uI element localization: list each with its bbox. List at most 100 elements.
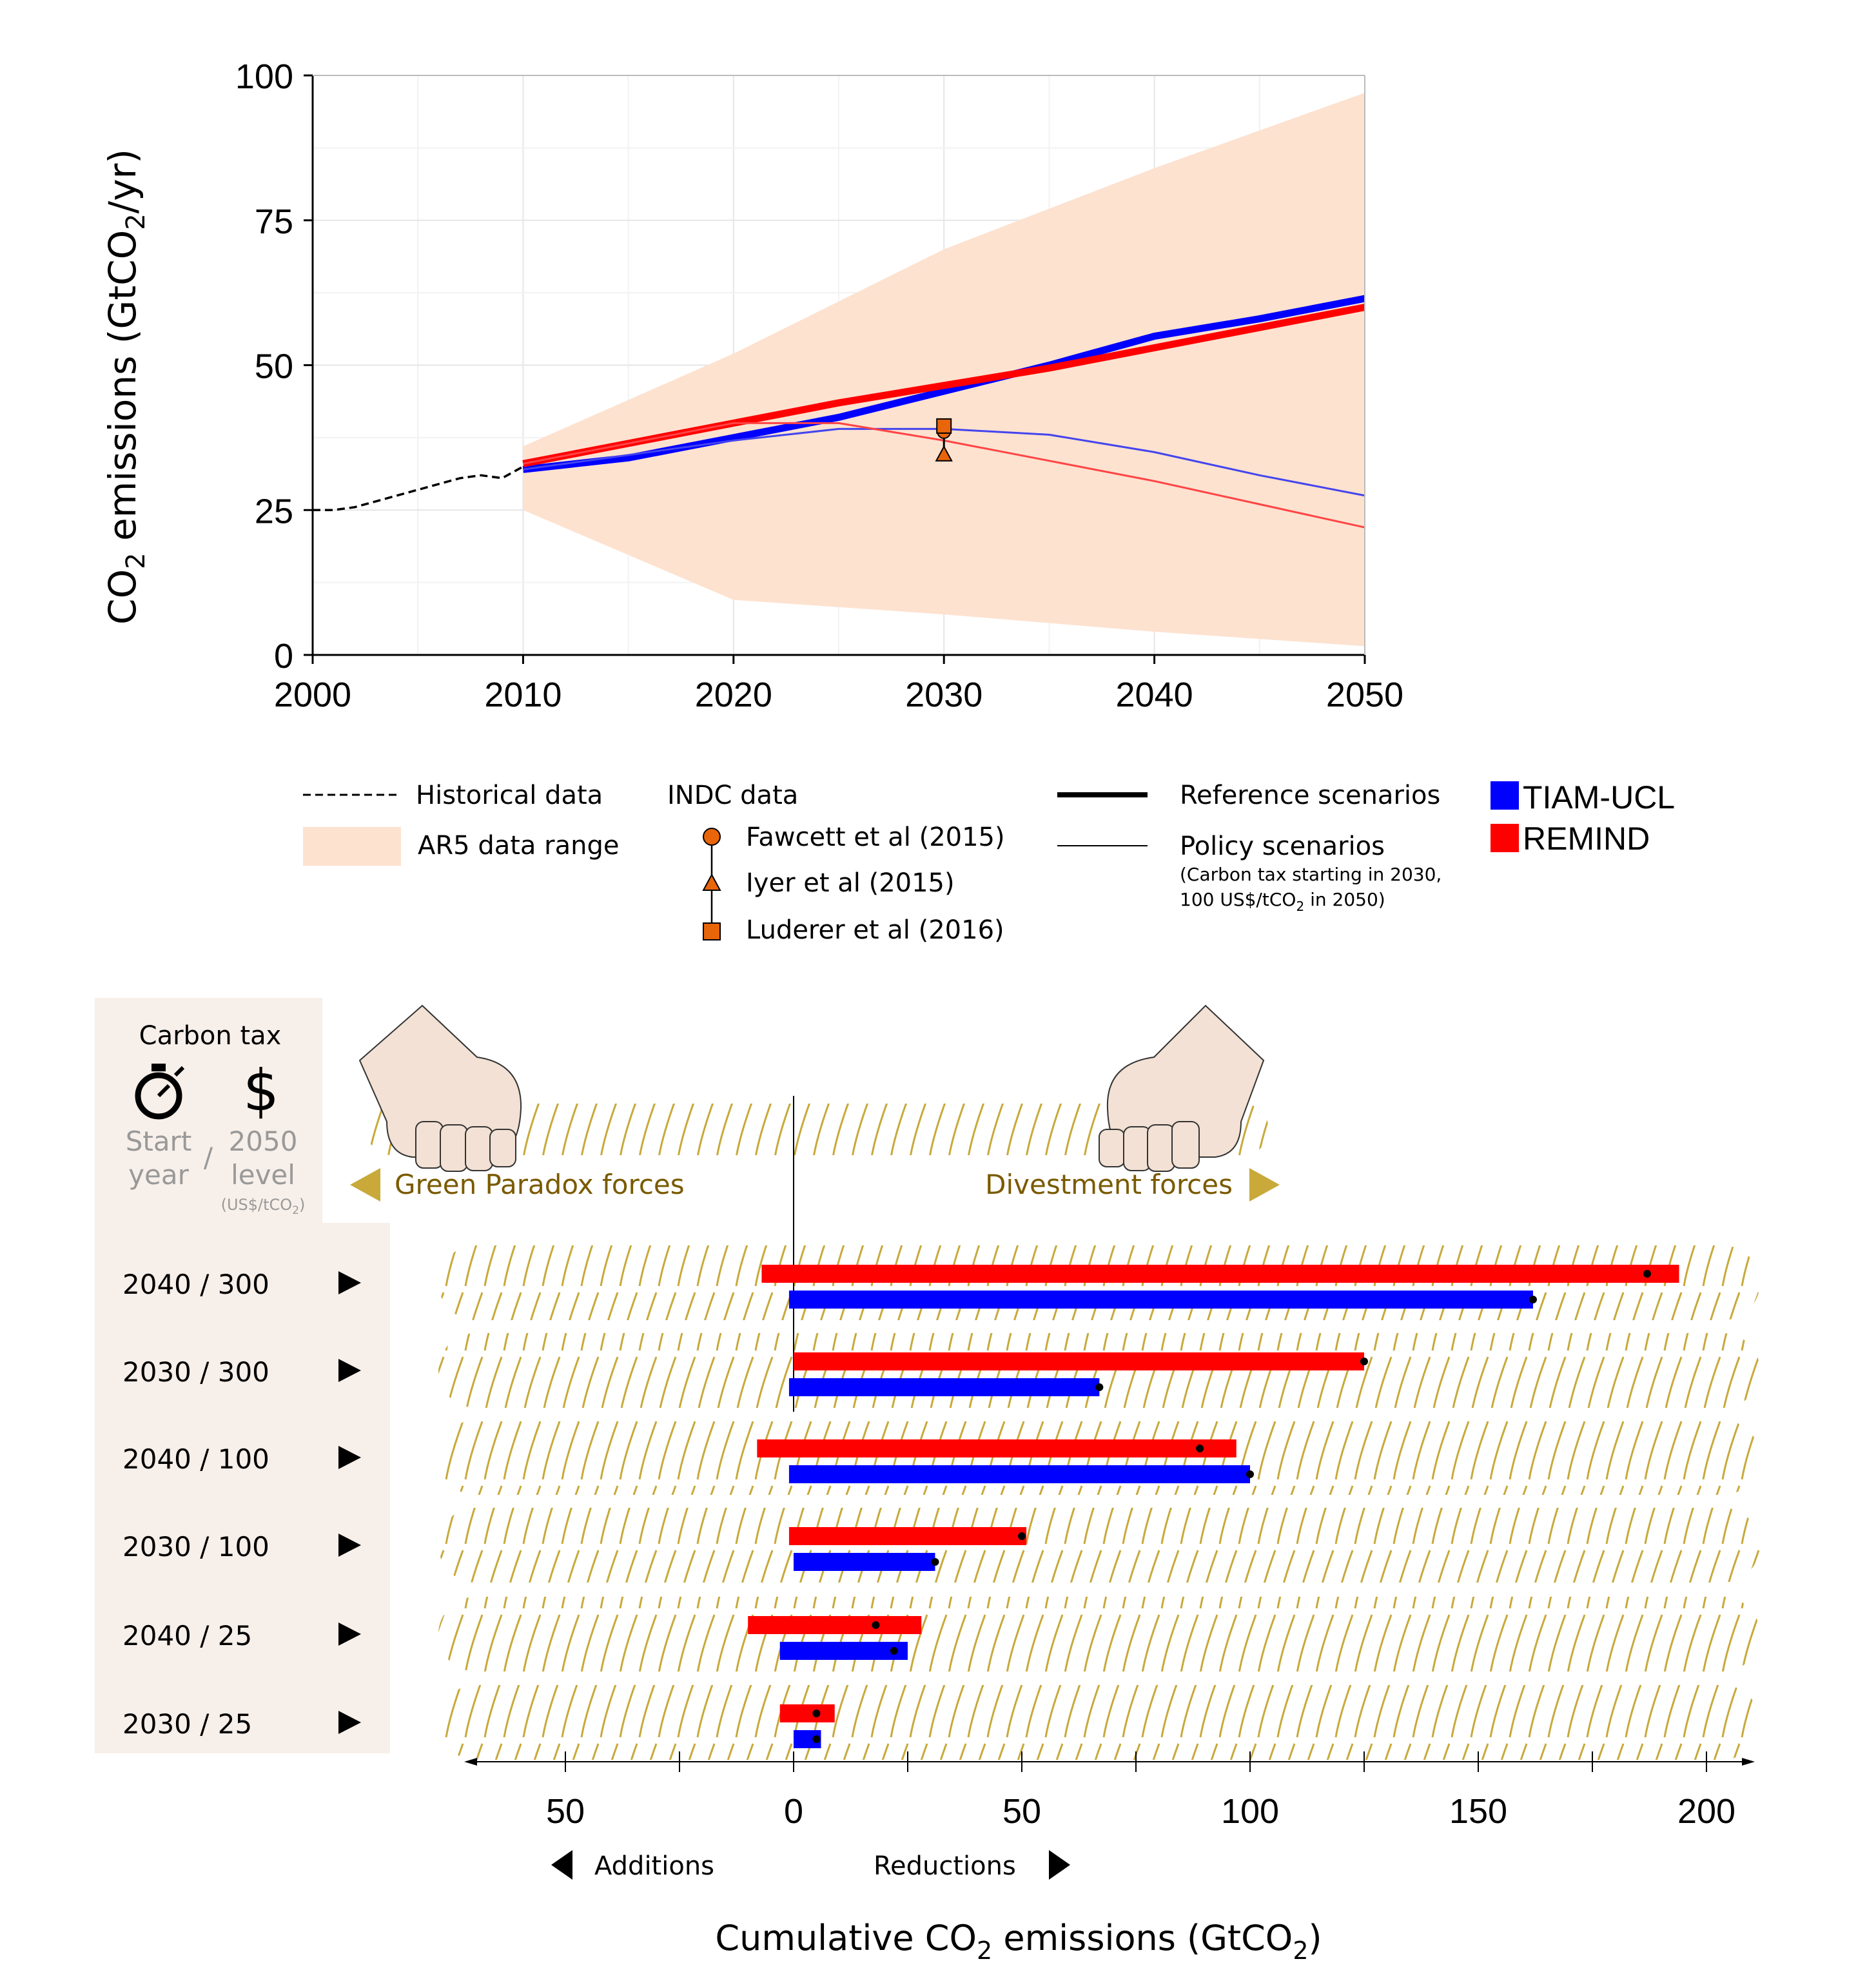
row-label: 2040 / 300 — [122, 1269, 269, 1300]
panel-background — [95, 998, 390, 1753]
y-tick-label: 25 — [255, 492, 293, 531]
bar-tick-label: 50 — [546, 1792, 585, 1831]
stopwatch-icon — [135, 1064, 185, 1120]
net-dot — [1360, 1358, 1368, 1365]
divestment-label: Divestment forces — [985, 1169, 1233, 1200]
level-label-1: 2050 — [229, 1126, 298, 1157]
legend-historical-label: Historical data — [416, 781, 603, 810]
additions-label: Additions — [594, 1851, 714, 1881]
legend-luderer-label: Luderer et al (2016) — [746, 915, 1004, 945]
slash-separator: / — [204, 1142, 213, 1173]
legend: Historical data AR5 data range INDC data… — [303, 779, 1675, 945]
row-arrow-icon — [338, 1359, 361, 1382]
top-ticks: 2000 2010 2020 2030 2040 2050 0 25 50 75 100 — [235, 57, 1403, 714]
row-rope — [438, 1508, 1760, 1583]
right-hand-icon — [1099, 1004, 1265, 1172]
bar-remind — [748, 1616, 922, 1634]
reductions-label: Reductions — [874, 1851, 1016, 1881]
net-dot — [890, 1647, 898, 1655]
bar-tick-label: 100 — [1221, 1792, 1279, 1831]
row-label: 2040 / 25 — [122, 1620, 252, 1652]
bar-remind — [788, 1527, 1027, 1545]
net-dot — [1643, 1270, 1651, 1278]
bar-tick-label: 50 — [1002, 1792, 1041, 1831]
legend-ar5-label: AR5 data range — [418, 831, 619, 861]
bottom-axis-title: Cumulative CO2 emissions (GtCO2) — [715, 1918, 1322, 1965]
row-ropes — [438, 1245, 1760, 1760]
right-force-arrow-icon — [1249, 1168, 1280, 1202]
row-arrow-icon — [338, 1446, 361, 1469]
row-arrow-icon — [338, 1271, 361, 1294]
net-dot — [931, 1558, 939, 1566]
legend-ar5-swatch — [303, 827, 401, 866]
legend-remind-label: REMIND — [1523, 821, 1650, 857]
left-force-arrow-icon — [350, 1168, 380, 1202]
y-tick-label: 50 — [255, 347, 293, 386]
net-dot — [812, 1735, 821, 1743]
reductions-arrow-icon — [1049, 1850, 1070, 1880]
bar-tick-label: 0 — [784, 1792, 803, 1831]
start-year-label-1: Start — [126, 1126, 192, 1157]
bar-tiamucl — [788, 1378, 1100, 1396]
legend-tiam-label: TIAM-UCL — [1523, 779, 1675, 815]
net-dot — [1196, 1445, 1204, 1452]
legend-circle-marker — [703, 828, 721, 846]
net-dot — [1095, 1383, 1104, 1391]
legend-fawcett-label: Fawcett et al (2015) — [746, 823, 1005, 852]
row-arrow-icon — [338, 1623, 361, 1646]
y-tick-label: 0 — [274, 637, 293, 676]
bar-remind — [794, 1352, 1364, 1370]
bar-tiamucl — [779, 1642, 908, 1660]
additions-arrow-icon — [551, 1850, 572, 1880]
bar-tick-label: 200 — [1677, 1792, 1735, 1831]
row-arrow-icon — [338, 1711, 361, 1734]
dollar-icon: $ — [243, 1057, 279, 1124]
x-tick-label: 2010 — [484, 676, 562, 714]
bar-axis: 50 0 50 100 150 200 — [464, 1751, 1755, 1831]
bar-tiamucl — [788, 1291, 1533, 1309]
left-hand-icon — [358, 1004, 522, 1172]
axis-left-arrowhead — [464, 1758, 477, 1766]
row-rope — [438, 1685, 1760, 1760]
row-label: 2040 / 100 — [122, 1443, 269, 1475]
level-units: (US$/tCO2) — [221, 1196, 306, 1217]
net-dot — [1529, 1296, 1537, 1303]
carbon-tax-title: Carbon tax — [139, 1021, 282, 1051]
y-axis-label: CO2 emissions (GtCO2/yr) — [101, 149, 151, 625]
y-tick-label: 100 — [235, 57, 293, 96]
net-dot — [812, 1710, 821, 1717]
level-label-2: level — [231, 1159, 295, 1191]
axis-right-arrowhead — [1742, 1758, 1755, 1766]
x-tick-label: 2020 — [695, 676, 772, 714]
y-tick-label: 75 — [255, 202, 293, 241]
tug-rope — [366, 1104, 1269, 1155]
legend-indc-title: INDC data — [667, 781, 798, 810]
row-rope — [438, 1597, 1760, 1671]
row-label: 2030 / 100 — [122, 1531, 269, 1563]
green-paradox-label: Green Paradox forces — [395, 1169, 685, 1200]
x-tick-label: 2030 — [905, 676, 982, 714]
carbon-tax-panel: Carbon tax $ Start year / 2050 level (US… — [95, 998, 390, 1753]
row-arrow-icon — [338, 1534, 361, 1557]
x-tick-label: 2000 — [274, 676, 351, 714]
bar-tiamucl — [794, 1553, 935, 1571]
net-dot — [1018, 1532, 1026, 1540]
bar-tick-label: 150 — [1449, 1792, 1507, 1831]
emissions-line-chart: 2000 2010 2020 2030 2040 2050 0 25 50 75 100 CO2 e… — [101, 57, 1403, 714]
ar5-band — [523, 92, 1365, 647]
legend-policy-label: Policy scenarios — [1180, 832, 1385, 861]
x-tick-label: 2040 — [1116, 676, 1193, 714]
row-label: 2030 / 25 — [122, 1708, 252, 1740]
legend-remind-swatch — [1491, 824, 1519, 852]
bar-remind — [779, 1704, 835, 1722]
net-dot — [1246, 1470, 1254, 1478]
bar-tiamucl — [788, 1465, 1250, 1483]
legend-reference-label: Reference scenarios — [1180, 781, 1440, 810]
indc-markers — [935, 418, 953, 462]
start-year-label-2: year — [128, 1159, 189, 1191]
bar-rows: 2040 / 300 2030 / 300 2040 / 100 2030 / 100… — [122, 1265, 1679, 1748]
ar5-band-area — [523, 92, 1365, 647]
indc-triangle-marker — [935, 445, 953, 462]
legend-tiam-swatch — [1491, 781, 1519, 810]
